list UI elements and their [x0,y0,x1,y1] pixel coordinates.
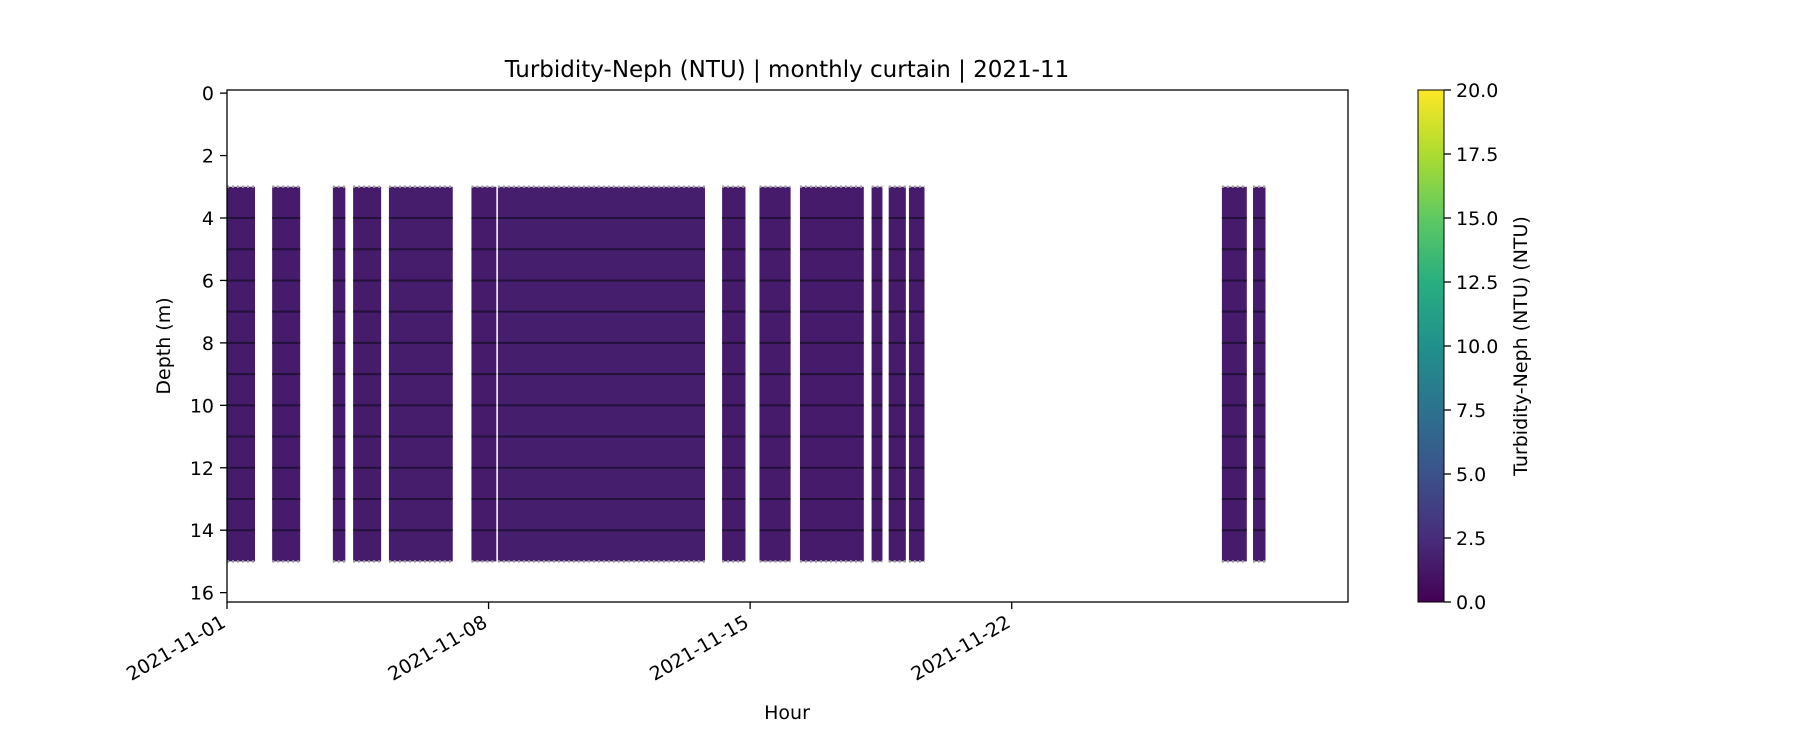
y-axis-label: Depth (m) [153,297,175,394]
x-tick-label: 2021-11-15 [646,611,753,685]
colorbar-tick-label: 20.0 [1456,80,1498,102]
y-axis: 0 2 4 6 8 10 12 14 16 [190,83,227,605]
colorbar-tick-label: 17.5 [1456,144,1498,166]
y-tick-label: 2 [202,146,214,168]
colorbar-tick-label: 10.0 [1456,336,1498,358]
x-tick-label: 2021-11-01 [123,611,230,685]
y-tick-label: 6 [202,270,214,292]
data-blocks [227,185,1266,563]
y-tick-label: 10 [190,395,214,417]
y-tick-label: 14 [190,520,214,542]
colorbar-tick-label: 12.5 [1456,272,1498,294]
x-axis: 2021-11-01 2021-11-08 2021-11-15 2021-11-22 [123,602,1014,686]
colorbar-label: Turbidity-Neph (NTU) (NTU) [1510,216,1532,477]
colorbar-tick-label: 7.5 [1456,400,1486,422]
plot-frame [226,89,1349,603]
chart-title: Turbidity-Neph (NTU) | monthly curtain |… [504,57,1070,83]
y-tick-label: 16 [190,583,214,605]
y-tick-label: 12 [190,458,214,480]
x-tick-label: 2021-11-08 [384,611,491,685]
x-axis-label: Hour [764,702,810,724]
y-tick-label: 0 [202,83,214,105]
colorbar-tick-label: 15.0 [1456,208,1498,230]
colorbar-ticks: 0.0 2.5 5.0 7.5 10.0 12.5 15.0 17.5 20.0 [1444,80,1498,614]
x-tick-label: 2021-11-22 [908,611,1015,685]
colorbar-tick-label: 0.0 [1456,592,1486,614]
y-tick-label: 4 [202,208,214,230]
y-tick-label: 8 [202,333,214,355]
colorbar-tick-label: 2.5 [1456,528,1486,550]
colorbar-tick-label: 5.0 [1456,464,1486,486]
colorbar [1417,89,1445,603]
